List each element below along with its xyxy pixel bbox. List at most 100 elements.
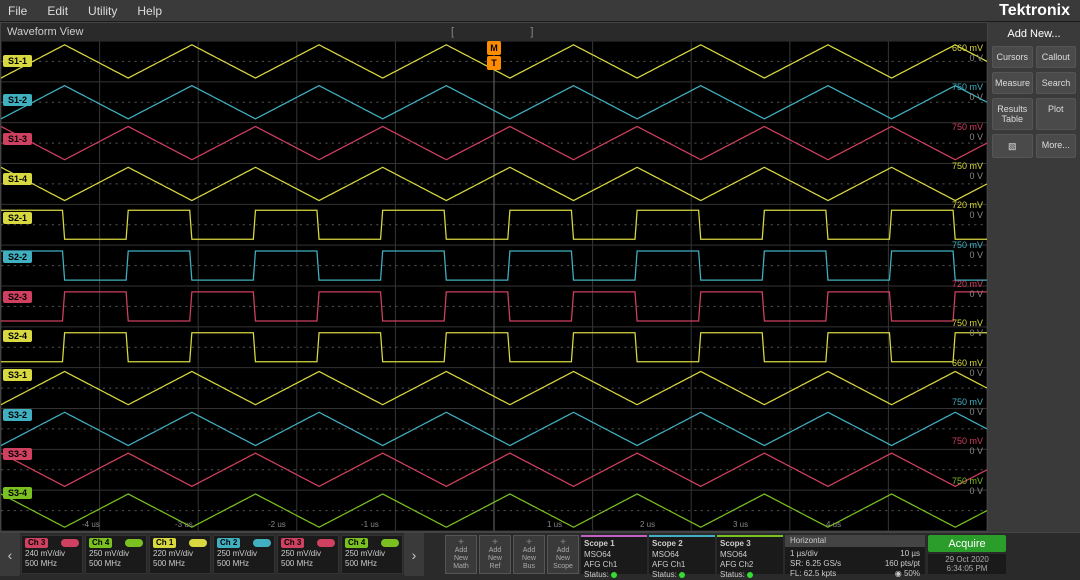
trace-measurement: 720 mV0 V bbox=[952, 279, 983, 299]
more-button[interactable]: More... bbox=[1036, 134, 1077, 158]
right-panel: Add New... Cursors Callout Measure Searc… bbox=[988, 22, 1080, 532]
x-tick-label: -4 us bbox=[82, 520, 100, 529]
trace-measurement: 750 mV0 V bbox=[952, 318, 983, 338]
channel-label: Ch 3 bbox=[25, 538, 48, 548]
menu-utility[interactable]: Utility bbox=[88, 4, 117, 18]
channel-bw: 500 MHz bbox=[345, 559, 399, 569]
channel-tile[interactable]: Ch 4 250 mV/div 500 MHz bbox=[85, 535, 147, 574]
trace-measurement: 660 mV0 V bbox=[952, 358, 983, 378]
bottom-bar: ‹ Ch 3 240 mV/div 500 MHzCh 4 250 mV/div… bbox=[0, 532, 1080, 576]
trace-measurement: 750 mV0 V bbox=[952, 397, 983, 417]
cursors-button[interactable]: Cursors bbox=[992, 46, 1033, 68]
waveform-view[interactable]: Waveform View [ ] M T S1-1 660 mV0 V S1-2 7… bbox=[0, 22, 988, 532]
search-button[interactable]: Search bbox=[1036, 72, 1076, 94]
trace-badge[interactable]: S3-3 bbox=[3, 448, 32, 460]
add-math-button[interactable]: +AddNewMath bbox=[445, 535, 477, 574]
trigger-marker[interactable]: M T bbox=[487, 41, 501, 70]
add-tile-label: New bbox=[488, 555, 502, 563]
horiz-pct: ◉ 50% bbox=[895, 569, 920, 579]
waveform-header: Waveform View [ ] bbox=[1, 23, 987, 41]
channel-tile[interactable]: Ch 1 220 mV/div 500 MHz bbox=[149, 535, 211, 574]
add-tile-label: New bbox=[522, 555, 536, 563]
channel-bw: 500 MHz bbox=[153, 559, 207, 569]
date-text: 29 Oct 2020 bbox=[929, 555, 1005, 564]
horiz-rl: 160 pts/pt bbox=[885, 559, 920, 569]
scope-status: Status: bbox=[720, 570, 780, 580]
status-dot-icon bbox=[679, 572, 685, 578]
menu-file[interactable]: File bbox=[8, 4, 27, 18]
channel-tile[interactable]: Ch 4 250 mV/div 500 MHz bbox=[341, 535, 403, 574]
chevron-right-icon: › bbox=[412, 547, 417, 563]
horizontal-tile[interactable]: Horizontal 1 µs/div10 µs SR: 6.25 GS/s16… bbox=[785, 535, 925, 574]
scope-model: MSO64 bbox=[720, 550, 780, 560]
trace-badge[interactable]: S3-2 bbox=[3, 409, 32, 421]
trace-measurement: 750 mV0 V bbox=[952, 82, 983, 102]
status-dot-icon bbox=[611, 572, 617, 578]
scope-tile[interactable]: Scope 3 MSO64 AFG Ch2 Status: bbox=[717, 535, 783, 574]
trace-badge[interactable]: S3-1 bbox=[3, 369, 32, 381]
scope-afg: AFG Ch2 bbox=[720, 560, 780, 570]
plus-icon: + bbox=[492, 539, 498, 547]
time-text: 6:34:05 PM bbox=[929, 564, 1005, 573]
trace-badge[interactable]: S1-3 bbox=[3, 133, 32, 145]
trace-badge[interactable]: S3-4 bbox=[3, 487, 32, 499]
scroll-right-button[interactable]: › bbox=[404, 533, 424, 576]
channel-volt: 250 mV/div bbox=[89, 549, 143, 559]
channel-tile[interactable]: Ch 3 240 mV/div 500 MHz bbox=[21, 535, 83, 574]
scroll-left-button[interactable]: ‹ bbox=[0, 533, 20, 576]
add-bus-button[interactable]: +AddNewBus bbox=[513, 535, 545, 574]
x-tick-label: -3 us bbox=[175, 520, 193, 529]
trace-measurement: 720 mV0 V bbox=[952, 200, 983, 220]
trace-badge[interactable]: S2-3 bbox=[3, 291, 32, 303]
draw-tool-button[interactable]: ▧ bbox=[992, 134, 1033, 158]
results-table-button[interactable]: Results Table bbox=[992, 98, 1033, 130]
channel-bw: 500 MHz bbox=[217, 559, 271, 569]
horiz-fl: FL: 62.5 kpts bbox=[790, 569, 836, 579]
add-tile-label: New bbox=[454, 555, 468, 563]
add-ref-button[interactable]: +AddNewRef bbox=[479, 535, 511, 574]
acquire-button[interactable]: Acquire bbox=[928, 535, 1006, 552]
trace-badge[interactable]: S1-2 bbox=[3, 94, 32, 106]
add-tile-label: New bbox=[556, 555, 570, 563]
plus-icon: + bbox=[458, 539, 464, 547]
measure-button[interactable]: Measure bbox=[992, 72, 1033, 94]
channel-volt: 250 mV/div bbox=[281, 549, 335, 559]
chevron-left-icon: ‹ bbox=[8, 547, 13, 563]
plot-button[interactable]: Plot bbox=[1036, 98, 1077, 130]
menu-edit[interactable]: Edit bbox=[47, 4, 68, 18]
status-dot-icon bbox=[747, 572, 753, 578]
channel-label: Ch 2 bbox=[217, 538, 240, 548]
trace-badge[interactable]: S2-2 bbox=[3, 251, 32, 263]
add-tile-label: Add bbox=[489, 547, 501, 555]
trace-measurement: 660 mV0 V bbox=[952, 43, 983, 63]
trace-measurement: 750 mV0 V bbox=[952, 436, 983, 456]
trace-measurement: 750 mV0 V bbox=[952, 122, 983, 142]
add-tile-label: Scope bbox=[553, 563, 573, 571]
trace-badge[interactable]: S2-1 bbox=[3, 212, 32, 224]
trace-badge[interactable]: S2-4 bbox=[3, 330, 32, 342]
scope-tile[interactable]: Scope 1 MSO64 AFG Ch1 Status: bbox=[581, 535, 647, 574]
plus-icon: + bbox=[560, 539, 566, 547]
channel-tile[interactable]: Ch 3 250 mV/div 500 MHz bbox=[277, 535, 339, 574]
channel-label: Ch 3 bbox=[281, 538, 304, 548]
trace-badge[interactable]: S1-1 bbox=[3, 55, 32, 67]
horizontal-title: Horizontal bbox=[785, 535, 925, 547]
add-tile-label: Add bbox=[455, 547, 467, 555]
channel-tile[interactable]: Ch 2 250 mV/div 500 MHz bbox=[213, 535, 275, 574]
waveform-canvas[interactable]: S1-1 660 mV0 V S1-2 750 mV0 V S1-3 750 mV0 V S… bbox=[1, 41, 987, 531]
trigger-m-icon: M bbox=[487, 41, 501, 55]
scope-status: Status: bbox=[652, 570, 712, 580]
channel-volt: 250 mV/div bbox=[345, 549, 399, 559]
scope-status: Status: bbox=[584, 570, 644, 580]
scope-model: MSO64 bbox=[652, 550, 712, 560]
trace-measurement: 750 mV0 V bbox=[952, 161, 983, 181]
scope-tile[interactable]: Scope 2 MSO64 AFG Ch1 Status: bbox=[649, 535, 715, 574]
channel-volt: 220 mV/div bbox=[153, 549, 207, 559]
trace-badge[interactable]: S1-4 bbox=[3, 173, 32, 185]
add-new-label: Add New... bbox=[992, 26, 1076, 42]
channel-label: Ch 4 bbox=[89, 538, 112, 548]
add-scope-button[interactable]: +AddNewScope bbox=[547, 535, 579, 574]
menu-help[interactable]: Help bbox=[137, 4, 162, 18]
callout-button[interactable]: Callout bbox=[1036, 46, 1077, 68]
brand-logo: Tektronix bbox=[999, 2, 1070, 20]
